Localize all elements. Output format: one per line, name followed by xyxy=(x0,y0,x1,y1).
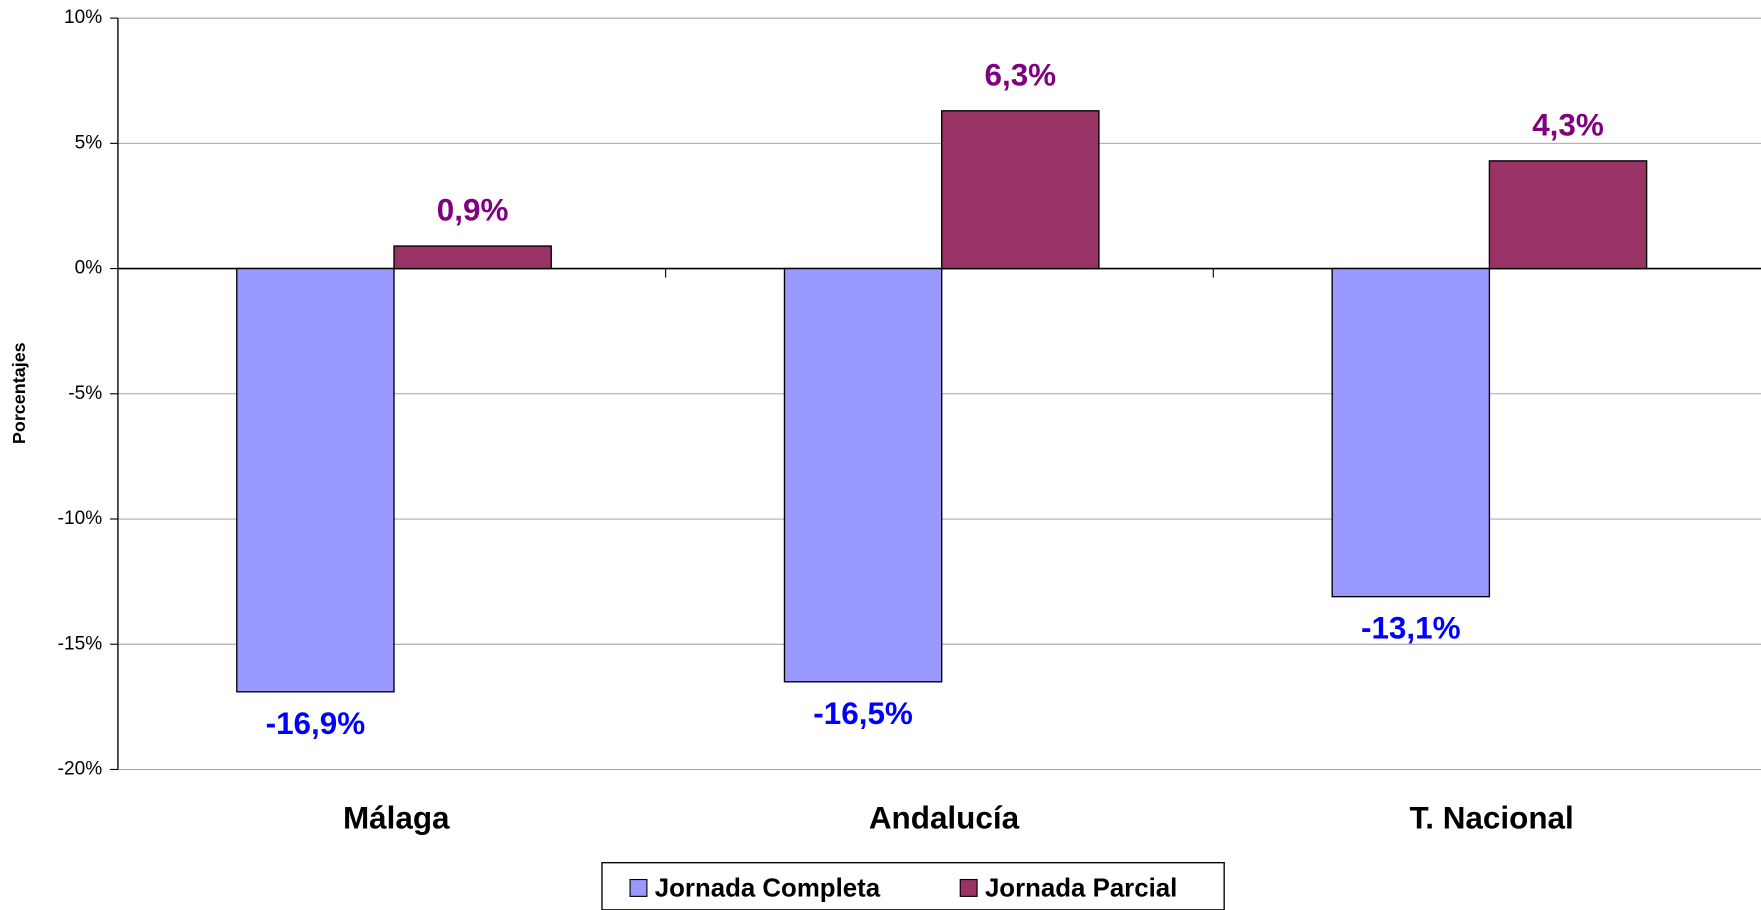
y-tick-label: 0% xyxy=(75,258,103,279)
data-label: 0,9% xyxy=(437,193,509,228)
legend-box xyxy=(601,862,1225,910)
bar xyxy=(941,110,1100,270)
bar xyxy=(1488,160,1648,270)
y-tick-label: -20% xyxy=(58,759,103,780)
data-label: -13,1% xyxy=(1361,611,1461,646)
y-tick-label: 10% xyxy=(64,7,102,28)
y-tick-label: -10% xyxy=(58,508,103,529)
legend-label: Jornada Parcial xyxy=(985,874,1177,902)
x-tick-label: Andalucía xyxy=(869,800,1020,835)
bar xyxy=(393,245,552,270)
y-tick-label: -15% xyxy=(58,633,103,654)
data-label: -16,9% xyxy=(266,706,366,741)
bar xyxy=(783,267,943,683)
y-tick-label: -5% xyxy=(68,383,102,404)
data-label: -16,5% xyxy=(813,696,913,731)
y-axis-title: Porcentajes xyxy=(9,342,29,444)
legend-label: Jornada Completa xyxy=(655,874,881,902)
data-label: 6,3% xyxy=(984,57,1056,92)
bar xyxy=(236,267,395,693)
bar xyxy=(1331,267,1491,598)
legend-swatch xyxy=(959,878,978,897)
data-label: 4,3% xyxy=(1532,107,1604,142)
legend-swatch xyxy=(629,878,648,897)
y-tick-label: 5% xyxy=(75,132,103,153)
x-tick-label: T. Nacional xyxy=(1410,800,1574,835)
x-tick-label: Málaga xyxy=(343,800,450,835)
